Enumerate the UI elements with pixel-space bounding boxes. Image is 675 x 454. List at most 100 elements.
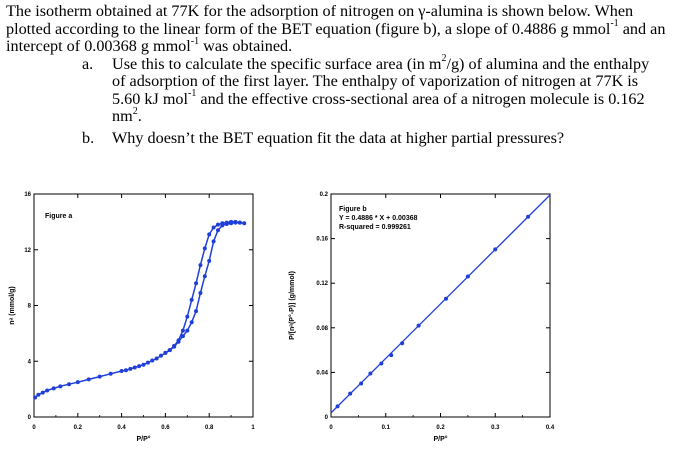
data-point-a	[132, 365, 137, 370]
data-point-a	[145, 360, 150, 365]
y-tick-label-b: 0.16	[316, 237, 328, 243]
superscript: -1	[610, 18, 619, 30]
data-point-a	[202, 274, 207, 279]
intro-part-4: was obtained.	[199, 37, 293, 55]
superscript: -1	[188, 88, 197, 100]
data-point-a	[67, 382, 72, 387]
part-a-text: Use this to calculate the specific surfa…	[112, 53, 671, 126]
data-point-a	[220, 223, 225, 228]
data-point-b	[368, 371, 373, 376]
data-point-a	[198, 290, 203, 295]
data-point-a	[128, 366, 133, 371]
y-axis-label-a: nᵃ (mmol/g)	[9, 286, 16, 324]
part-a-text-4: .	[137, 107, 142, 125]
y-tick-label-a: 16	[24, 192, 31, 198]
data-point-a	[58, 384, 63, 389]
data-point-a	[194, 281, 199, 286]
data-point-a	[176, 339, 181, 344]
data-point-a	[51, 386, 56, 391]
isotherm-line-adsorption	[34, 221, 245, 399]
data-point-a	[194, 309, 199, 314]
r-squared-label: R-squared = 0.999261	[339, 224, 411, 231]
part-b: b. Why doesn’t the BET equation fit the …	[82, 128, 671, 148]
data-point-a	[108, 371, 113, 376]
data-point-a	[215, 228, 220, 233]
x-axis-label-b: P/P°	[433, 435, 447, 443]
data-point-a	[185, 328, 190, 333]
data-point-a	[45, 388, 50, 393]
data-point-a	[154, 356, 159, 361]
y-tick-label-a: 8	[28, 304, 32, 310]
data-point-a	[163, 350, 168, 355]
data-point-b	[465, 274, 470, 279]
part-a-label: a.	[82, 54, 94, 73]
data-point-a	[167, 348, 172, 353]
part-a: a. Use this to calculate the specific su…	[82, 53, 671, 126]
data-point-a	[189, 297, 194, 302]
data-point-a	[198, 263, 203, 268]
data-point-a	[189, 320, 194, 325]
y-tick-label-b: 0.04	[316, 370, 328, 376]
data-point-b	[359, 381, 364, 386]
y-axis-label-b: P/[nᵃ(P°-P)] (g/mmol)	[288, 271, 296, 340]
part-a-text-3: and the effective cross-sectional area o…	[112, 89, 645, 125]
superscript: 2	[132, 105, 138, 117]
intro-part-3: and an intercept of 0.00368 g mmol	[6, 19, 666, 55]
data-point-a	[185, 314, 190, 319]
data-point-a	[119, 369, 124, 374]
y-tick-label-a: 12	[24, 248, 31, 254]
data-point-b	[493, 247, 498, 252]
data-point-a	[207, 232, 212, 237]
data-point-b	[389, 353, 394, 358]
x-tick-label-a: 0	[32, 425, 36, 431]
x-tick-label-a: 0.2	[74, 425, 83, 431]
y-tick-label-b: 0.12	[316, 281, 328, 287]
data-point-b	[400, 341, 405, 346]
bet-fit-line	[330, 194, 551, 414]
y-tick-label-b: 0.2	[320, 192, 329, 198]
data-point-a	[33, 395, 38, 400]
data-point-a	[211, 239, 216, 244]
y-tick-label-b: 0	[325, 415, 329, 421]
data-point-a	[237, 220, 242, 225]
data-point-a	[229, 221, 234, 226]
intro-part-1: The isotherm obtained at 77K for the ads…	[6, 2, 419, 20]
data-point-b	[335, 404, 340, 409]
y-tick-label-a: 0	[28, 415, 32, 421]
gamma-symbol: γ	[418, 2, 426, 20]
data-point-a	[97, 374, 102, 379]
data-point-b	[526, 214, 531, 219]
data-point-a	[150, 358, 155, 363]
part-b-label: b.	[82, 128, 95, 147]
data-point-b	[379, 361, 384, 366]
x-tick-label-b: 0.1	[382, 425, 391, 431]
data-point-a	[40, 390, 45, 395]
intro-part-2: -alumina is shown below. When plotted ac…	[6, 2, 634, 38]
data-point-a	[159, 353, 164, 358]
data-point-a	[233, 220, 238, 225]
data-point-a	[242, 221, 247, 226]
figure-b-label: Figure b	[339, 206, 367, 213]
x-axis-label-a: P/P°	[136, 435, 150, 443]
y-tick-label-b: 0.08	[316, 326, 328, 332]
data-point-a	[172, 344, 177, 349]
fit-equation: Y = 0.4886 * X + 0.00368	[339, 215, 418, 222]
x-tick-label-b: 0	[329, 425, 333, 431]
data-point-a	[180, 328, 185, 333]
data-point-a	[141, 362, 146, 367]
data-point-a	[137, 364, 142, 369]
data-point-a	[180, 334, 185, 339]
part-a-text-1: Use this to calculate the specific surfa…	[112, 54, 442, 73]
x-tick-label-a: 0.4	[117, 425, 126, 431]
question-intro: The isotherm obtained at 77K for the ads…	[6, 2, 671, 56]
figure-a-label: Figure a	[45, 213, 72, 220]
x-tick-label-a: 1	[251, 425, 255, 431]
data-point-a	[211, 225, 216, 230]
part-b-text: Why doesn’t the BET equation fit the dat…	[112, 128, 565, 147]
data-point-b	[443, 296, 448, 301]
x-tick-label-b: 0.4	[546, 425, 555, 431]
data-point-a	[224, 221, 229, 226]
superscript: 2	[441, 53, 447, 65]
